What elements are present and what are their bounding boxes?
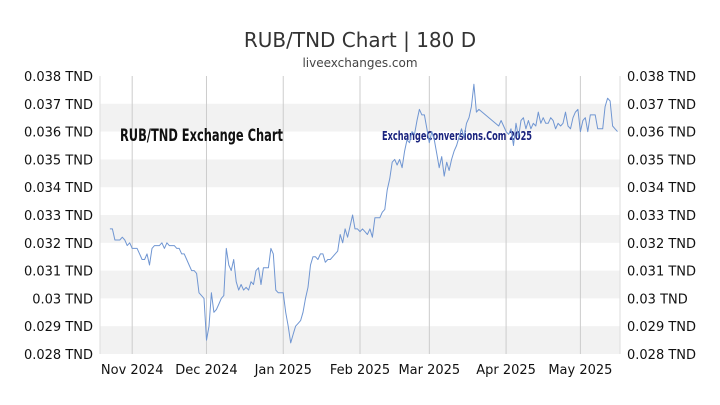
overlay-caption-left: RUB/TND Exchange Chart: [120, 126, 283, 146]
x-tick-label: Nov 2024: [101, 363, 164, 378]
y-tick-label-left: 0.034 TND: [24, 181, 93, 196]
y-tick-label-left: 0.038 TND: [24, 70, 93, 85]
y-tick-label-right: 0.036 TND: [627, 126, 696, 141]
plot-gridlines: [99, 76, 621, 354]
chart-subtitle: liveexchanges.com: [302, 56, 417, 70]
y-tick-label-left: 0.037 TND: [24, 98, 93, 113]
x-axis: Nov 2024 Dec 2024 Jan 2025 Feb 2025 Mar 2025…: [101, 363, 613, 378]
y-axis-right: 0.028 TND 0.029 TND 0.03 TND 0.031 TND 0.032…: [627, 70, 696, 363]
y-tick-label-left: 0.028 TND: [24, 348, 93, 363]
y-tick-label-right: 0.031 TND: [627, 265, 696, 280]
x-tick-label: Mar 2025: [398, 363, 460, 378]
y-tick-label-right: 0.032 TND: [627, 237, 696, 252]
y-tick-label-left: 0.031 TND: [24, 265, 93, 280]
y-tick-label-right: 0.028 TND: [627, 348, 696, 363]
y-tick-label-left: 0.035 TND: [24, 153, 93, 168]
x-tick-label: May 2025: [548, 363, 612, 378]
y-tick-label-left: 0.033 TND: [24, 209, 93, 224]
chart-title: RUB/TND Chart | 180 D: [244, 28, 476, 52]
y-tick-label-right: 0.03 TND: [627, 292, 688, 307]
series-line: [109, 83, 618, 344]
x-tick-label: Jan 2025: [254, 363, 312, 378]
x-tick-label: Feb 2025: [330, 363, 390, 378]
series-layer: [109, 83, 618, 344]
y-axis-left: 0.028 TND 0.029 TND 0.03 TND 0.031 TND 0.032…: [24, 70, 93, 363]
x-tick-label: Apr 2025: [476, 363, 536, 378]
y-tick-label-right: 0.034 TND: [627, 181, 696, 196]
overlay-caption-right: ExchangeConversions.Com 2025: [382, 129, 532, 143]
y-tick-label-left: 0.029 TND: [24, 320, 93, 335]
y-tick-label-left: 0.032 TND: [24, 237, 93, 252]
y-tick-label-right: 0.033 TND: [627, 209, 696, 224]
y-tick-label-left: 0.03 TND: [32, 292, 93, 307]
y-tick-label-right: 0.035 TND: [627, 153, 696, 168]
y-tick-label-left: 0.036 TND: [24, 126, 93, 141]
y-tick-label-right: 0.029 TND: [627, 320, 696, 335]
y-tick-label-right: 0.037 TND: [627, 98, 696, 113]
x-tick-label: Dec 2024: [175, 363, 237, 378]
y-tick-label-right: 0.038 TND: [627, 70, 696, 85]
